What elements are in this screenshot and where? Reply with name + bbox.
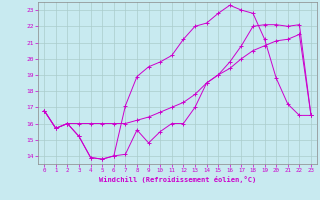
X-axis label: Windchill (Refroidissement éolien,°C): Windchill (Refroidissement éolien,°C) xyxy=(99,176,256,183)
